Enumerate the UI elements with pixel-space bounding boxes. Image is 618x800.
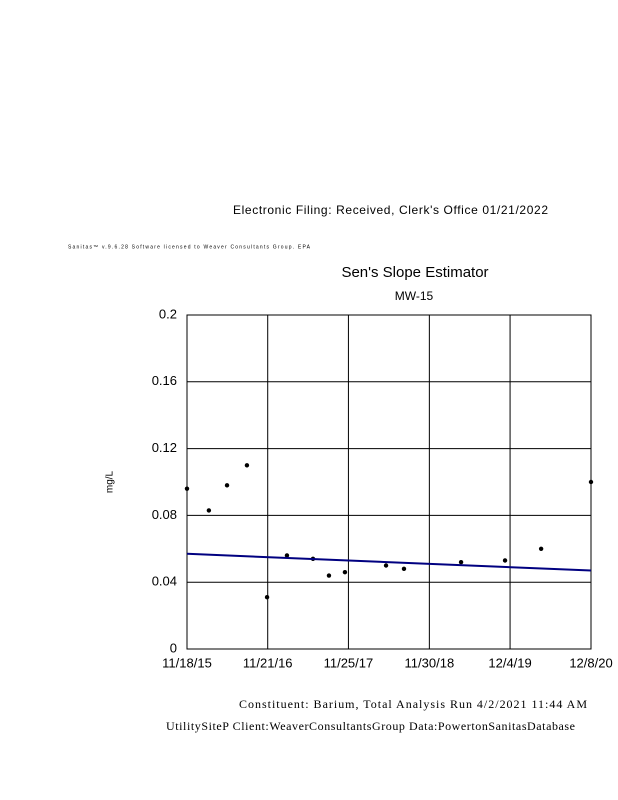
y-tick-label: 0.04 xyxy=(152,574,177,589)
y-tick-label: 0.08 xyxy=(152,507,177,522)
data-point xyxy=(383,563,389,568)
y-tick-label: 0.2 xyxy=(159,306,177,321)
x-tick-label: 12/4/19 xyxy=(488,655,531,670)
y-tick-label: 0.12 xyxy=(152,440,177,455)
footer-info: UtilitySiteP Client:WeaverConsultantsGro… xyxy=(166,719,575,733)
trend-line xyxy=(186,552,592,572)
data-point xyxy=(538,546,544,551)
x-tick-label: 11/25/17 xyxy=(324,655,374,670)
data-point xyxy=(184,486,190,491)
y-axis-label: mg/L xyxy=(105,470,116,493)
x-tick-label: 12/8/20 xyxy=(569,655,612,670)
data-point xyxy=(264,595,270,600)
x-tick-label: 11/18/15 xyxy=(162,655,212,670)
chart-title: Sen's Slope Estimator xyxy=(341,264,488,281)
data-point xyxy=(326,573,332,578)
data-point xyxy=(206,508,212,513)
x-tick-label: 11/21/16 xyxy=(243,655,293,670)
data-point xyxy=(588,479,594,485)
software-note: Sanitas™ v.9.6.28 Software licensed to W… xyxy=(68,244,311,250)
data-point xyxy=(244,463,250,468)
data-point xyxy=(284,553,290,558)
data-point xyxy=(502,558,508,563)
data-point xyxy=(401,566,407,572)
filing-stamp: Electronic Filing: Received, Clerk's Off… xyxy=(233,203,548,217)
y-tick-label: 0.16 xyxy=(152,373,177,388)
chart-subtitle: MW-15 xyxy=(395,289,434,303)
data-point xyxy=(224,483,230,488)
y-tick-label: 0 xyxy=(170,640,177,655)
footer-run: Constituent: Barium, Total Analysis Run … xyxy=(239,697,587,711)
data-point xyxy=(342,569,348,575)
x-tick-label: 11/30/18 xyxy=(405,655,455,670)
data-point xyxy=(458,559,464,565)
